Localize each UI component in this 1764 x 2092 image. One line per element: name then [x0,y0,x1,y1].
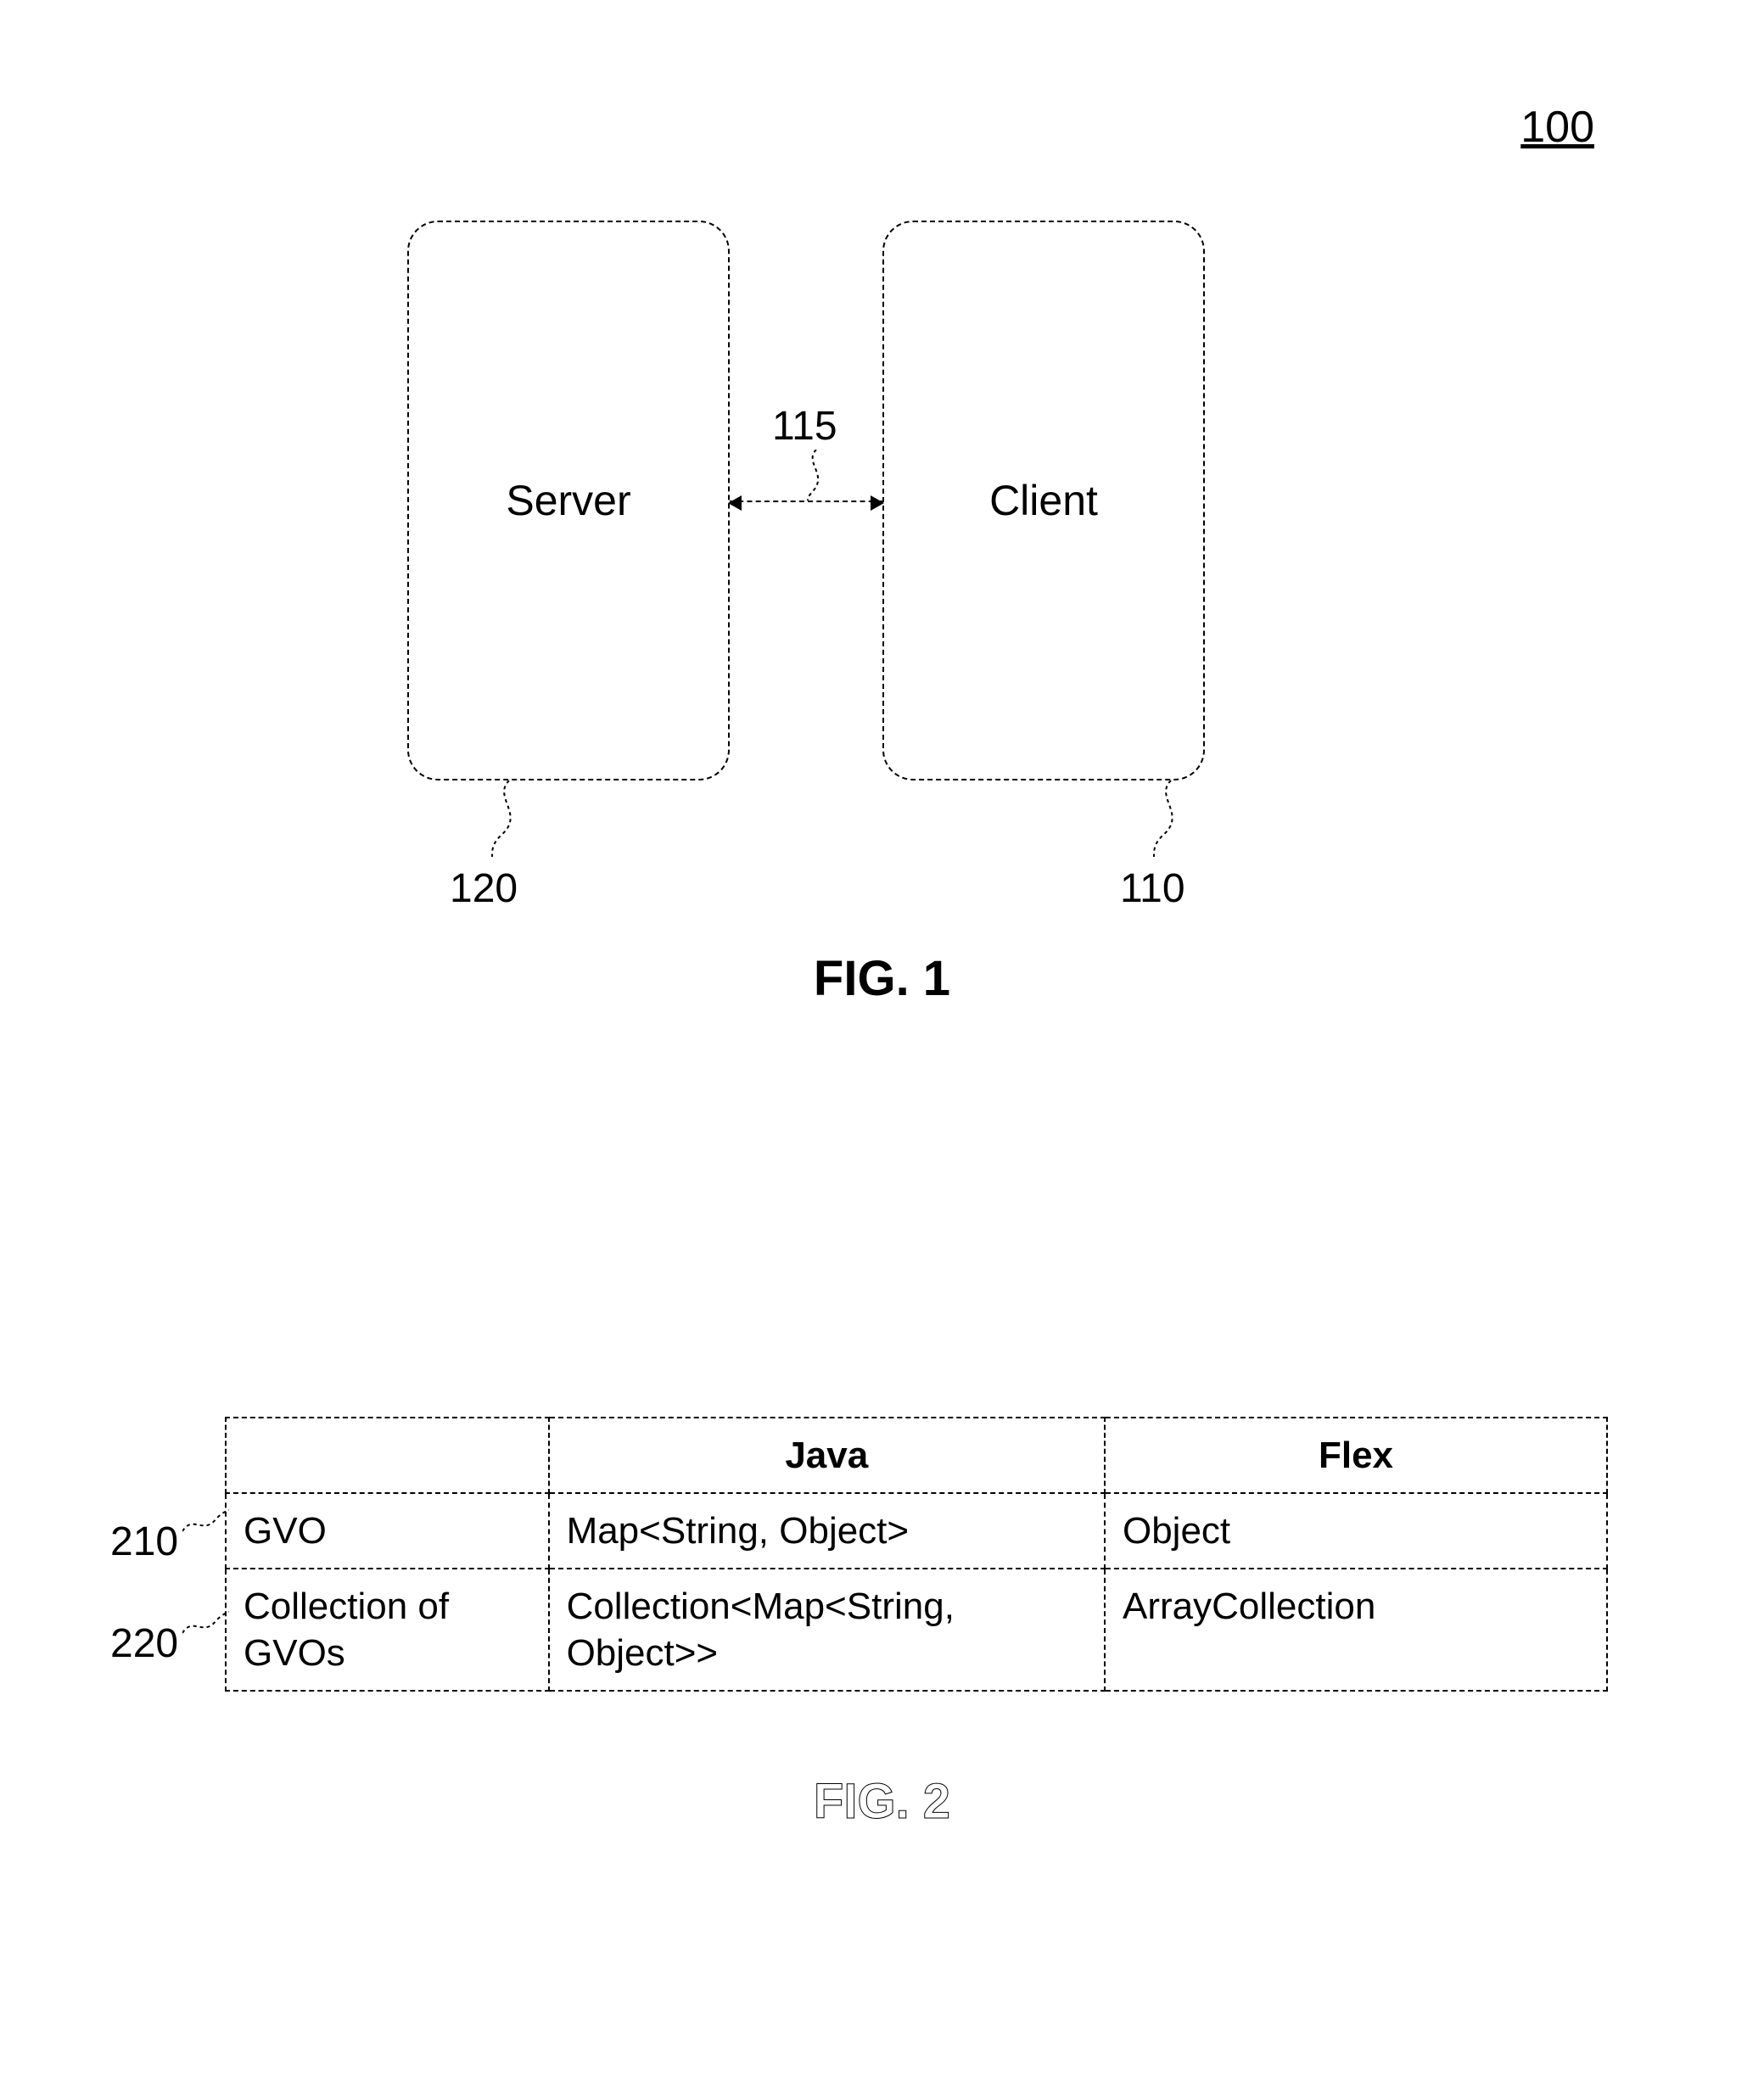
connection-squiggle [799,450,833,501]
client-ref-label: 110 [1120,865,1185,912]
col-header-0 [226,1418,549,1493]
col-header-1: Java [549,1418,1105,1493]
row1-ref-label: 220 [110,1620,178,1667]
col-header-2: Flex [1105,1418,1607,1493]
cell-r1-c0: Collection of GVOs [226,1569,549,1691]
fig2-table-wrap: Java Flex GVO Map<String, Object> Object… [225,1417,1608,1692]
cell-r1-c1: Collection<Map<String, Object>> [549,1569,1105,1691]
client-label: Client [989,476,1098,525]
connection-arrow [730,501,882,502]
cell-r0-c2: Object [1105,1493,1607,1569]
server-squiggle [484,780,535,857]
fig1-diagram: Server Client 115 120 110 [407,221,1256,899]
client-squiggle [1145,780,1196,857]
cell-r0-c0: GVO [226,1493,549,1569]
cell-r0-c1: Map<String, Object> [549,1493,1105,1569]
fig2-caption: FIG. 2 [0,1773,1764,1830]
fig1-ref-top: 100 [1520,102,1594,153]
client-box: Client [882,221,1205,780]
page: 100 Server Client 115 120 110 FIG. 1 [0,0,1764,2092]
table-header-row: Java Flex [226,1418,1607,1493]
row0-squiggle [182,1506,229,1540]
server-label: Server [506,476,630,525]
server-box: Server [407,221,730,780]
table-row: GVO Map<String, Object> Object [226,1493,1607,1569]
cell-r1-c2: ArrayCollection [1105,1569,1607,1691]
fig2-table: Java Flex GVO Map<String, Object> Object… [225,1417,1608,1692]
server-ref-label: 120 [450,865,518,912]
connection-ref-label: 115 [772,403,837,450]
row0-ref-label: 210 [110,1519,178,1565]
row1-squiggle [182,1608,229,1642]
table-row: Collection of GVOs Collection<Map<String… [226,1569,1607,1691]
fig1-caption: FIG. 1 [0,950,1764,1007]
